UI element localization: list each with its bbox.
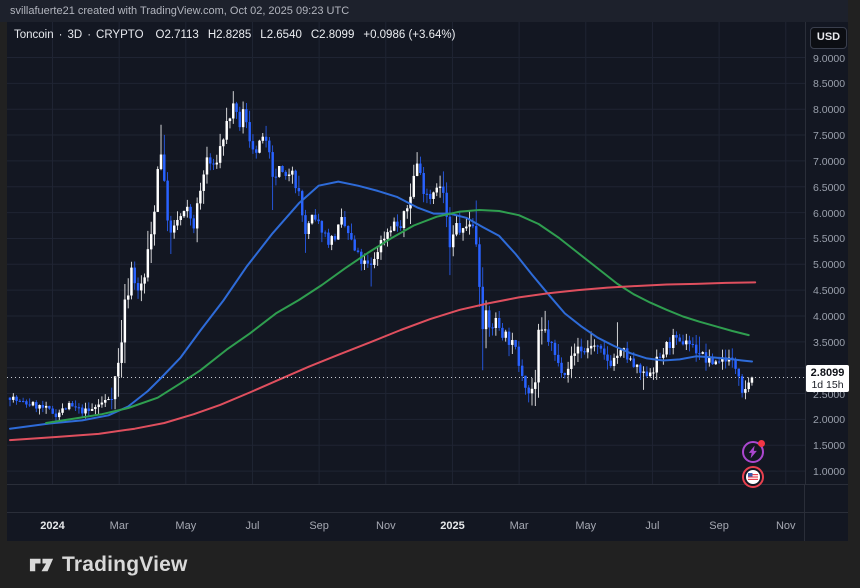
price-tick: 9.0000 [813, 52, 846, 65]
legend-separator: · [58, 29, 63, 41]
tradingview-wordmark: TradingView [62, 552, 188, 576]
price-tick: 5.5000 [813, 233, 846, 246]
candlestick-chart[interactable] [7, 22, 805, 484]
price-axis[interactable]: USD 9.0000 8.5000 8.0000 7.5000 7.0000 6.5000… [805, 22, 849, 484]
lightning-icon [748, 445, 757, 459]
interval-label[interactable]: 3D [67, 29, 83, 41]
legend-separator: · [87, 29, 92, 41]
time-tick: Nov [775, 520, 796, 532]
us-flag-icon [746, 470, 760, 484]
boost-button[interactable] [742, 440, 765, 463]
price-tick: 3.5000 [813, 336, 846, 349]
tradingview-mark-icon [29, 558, 54, 572]
chart-panel: Toncoin · 3D · CRYPTO O2.7113 H2.8285 L2… [7, 22, 849, 542]
time-tick: 2024 [40, 520, 65, 532]
time-tick: Sep [709, 520, 729, 532]
current-price-value: 2.8099 [810, 366, 845, 379]
time-tick: 2025 [440, 520, 465, 532]
ohlc-close: C2.8099 [310, 29, 355, 41]
price-tick: 7.0000 [813, 155, 846, 168]
notification-badge [758, 440, 765, 447]
attribution-text: svillafuerte21 created with TradingView.… [10, 5, 350, 17]
price-tick: 7.5000 [813, 130, 846, 143]
price-tick: 2.5000 [813, 388, 846, 401]
pane-splitter[interactable] [7, 484, 848, 485]
ohlc-open: O2.7113 [155, 29, 199, 41]
time-tick: Sep [309, 520, 329, 532]
symbol-legend: Toncoin · 3D · CRYPTO O2.7113 H2.8285 L2… [14, 29, 464, 41]
price-tick: 6.5000 [813, 181, 846, 194]
attribution-bar: svillafuerte21 created with TradingView.… [0, 0, 848, 22]
time-tick: Nov [376, 520, 396, 532]
time-tick: Mar [109, 520, 129, 532]
price-tick: 8.5000 [813, 78, 846, 91]
price-tick: 1.5000 [813, 440, 846, 453]
flag-button[interactable] [742, 466, 764, 488]
time-tick: Jul [245, 520, 260, 532]
bar-countdown: 1d 15h [811, 378, 844, 391]
ohlc-low: L2.6540 [260, 29, 302, 41]
change-label: +0.0986 (+3.64%) [363, 29, 456, 41]
price-tick: 5.0000 [813, 259, 846, 272]
price-tick: 1.0000 [813, 466, 846, 479]
symbol-name[interactable]: Toncoin [14, 29, 54, 41]
time-tick: May [175, 520, 197, 532]
time-axis[interactable]: 2024 Mar May Jul Sep Nov 2025 Mar May Jul Sep Nov [7, 512, 848, 542]
price-tick: 4.0000 [813, 311, 846, 323]
market-label[interactable]: CRYPTO [96, 29, 144, 41]
currency-toggle-button[interactable]: USD [810, 27, 847, 49]
footer: TradingView [0, 541, 860, 588]
time-tick: May [575, 520, 597, 532]
price-tick: 4.5000 [813, 285, 846, 298]
tradingview-logo[interactable]: TradingView [28, 551, 188, 578]
price-tick: 6.0000 [813, 207, 846, 220]
current-price-label: 2.8099 1d 15h [806, 364, 849, 392]
price-tick: 2.0000 [813, 414, 846, 427]
price-tick: 8.0000 [813, 104, 846, 117]
ohlc-high: H2.8285 [207, 29, 252, 41]
time-tick: Mar [509, 520, 529, 532]
time-tick: Jul [645, 520, 660, 532]
